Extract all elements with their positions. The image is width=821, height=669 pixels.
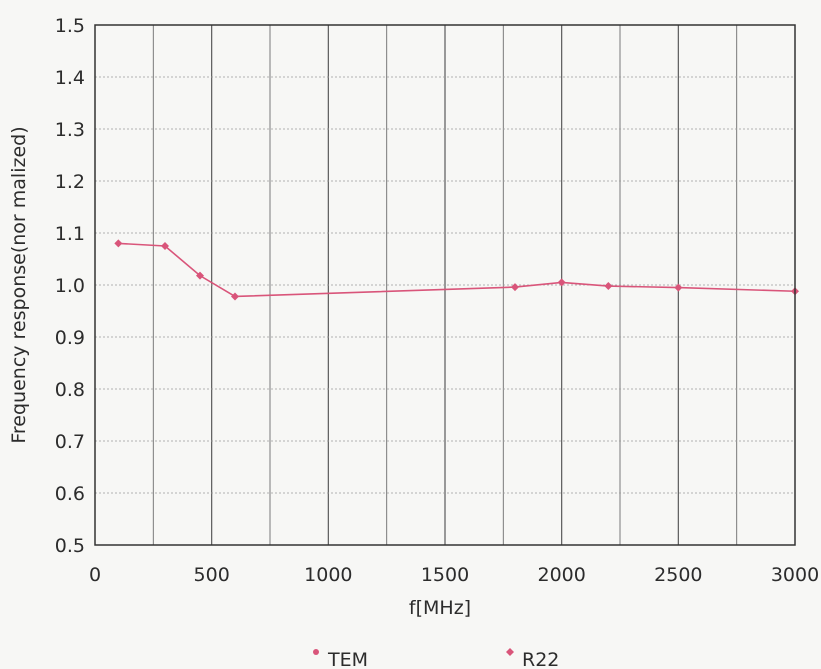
grid [95,25,795,545]
legend-marker-tem [313,649,319,655]
y-tick-label: 0.6 [55,483,85,505]
data-point [114,239,123,248]
y-tick-labels: 0.5 0.6 0.7 0.8 0.9 1.0 1.1 1.2 1.3 1.4 1.5 [55,15,85,557]
x-tick-label: 1500 [421,564,469,586]
x-tick-label: 1000 [304,564,352,586]
y-tick-label: 1.2 [55,171,85,193]
data-point [161,242,169,250]
legend: TEM R22 [313,648,559,669]
data-point [557,278,566,287]
series-line-tem [118,242,796,298]
x-axis-title: f[MHz] [409,597,471,619]
y-tick-label: 1.1 [55,223,85,245]
y-tick-label: 1.5 [55,15,85,37]
legend-label-tem: TEM [327,649,368,669]
series-layer [114,239,799,301]
y-tick-label: 1.4 [55,67,85,89]
y-tick-label: 0.9 [55,327,85,349]
y-tick-label: 0.8 [55,379,85,401]
data-point [196,271,204,280]
y-axis-title: Frequency response(nor malized) [8,126,30,443]
data-point [231,292,239,301]
x-tick-label: 500 [194,564,230,586]
data-point [674,283,683,292]
y-tick-label: 1.3 [55,119,85,141]
legend-marker-r22 [506,648,514,656]
x-tick-label: 3000 [771,564,819,586]
y-tick-label: 0.5 [55,535,85,557]
legend-label-r22: R22 [522,649,559,669]
data-point [511,283,519,292]
data-point [604,282,613,291]
plot-frame [94,24,796,546]
x-tick-label: 2500 [654,564,702,586]
y-tick-label: 0.7 [55,431,85,453]
y-tick-label: 1.0 [55,275,85,297]
x-tick-label: 2000 [537,564,585,586]
x-tick-label: 0 [89,564,101,586]
x-tick-labels: 0 500 1000 1500 2000 2500 3000 [89,564,819,586]
